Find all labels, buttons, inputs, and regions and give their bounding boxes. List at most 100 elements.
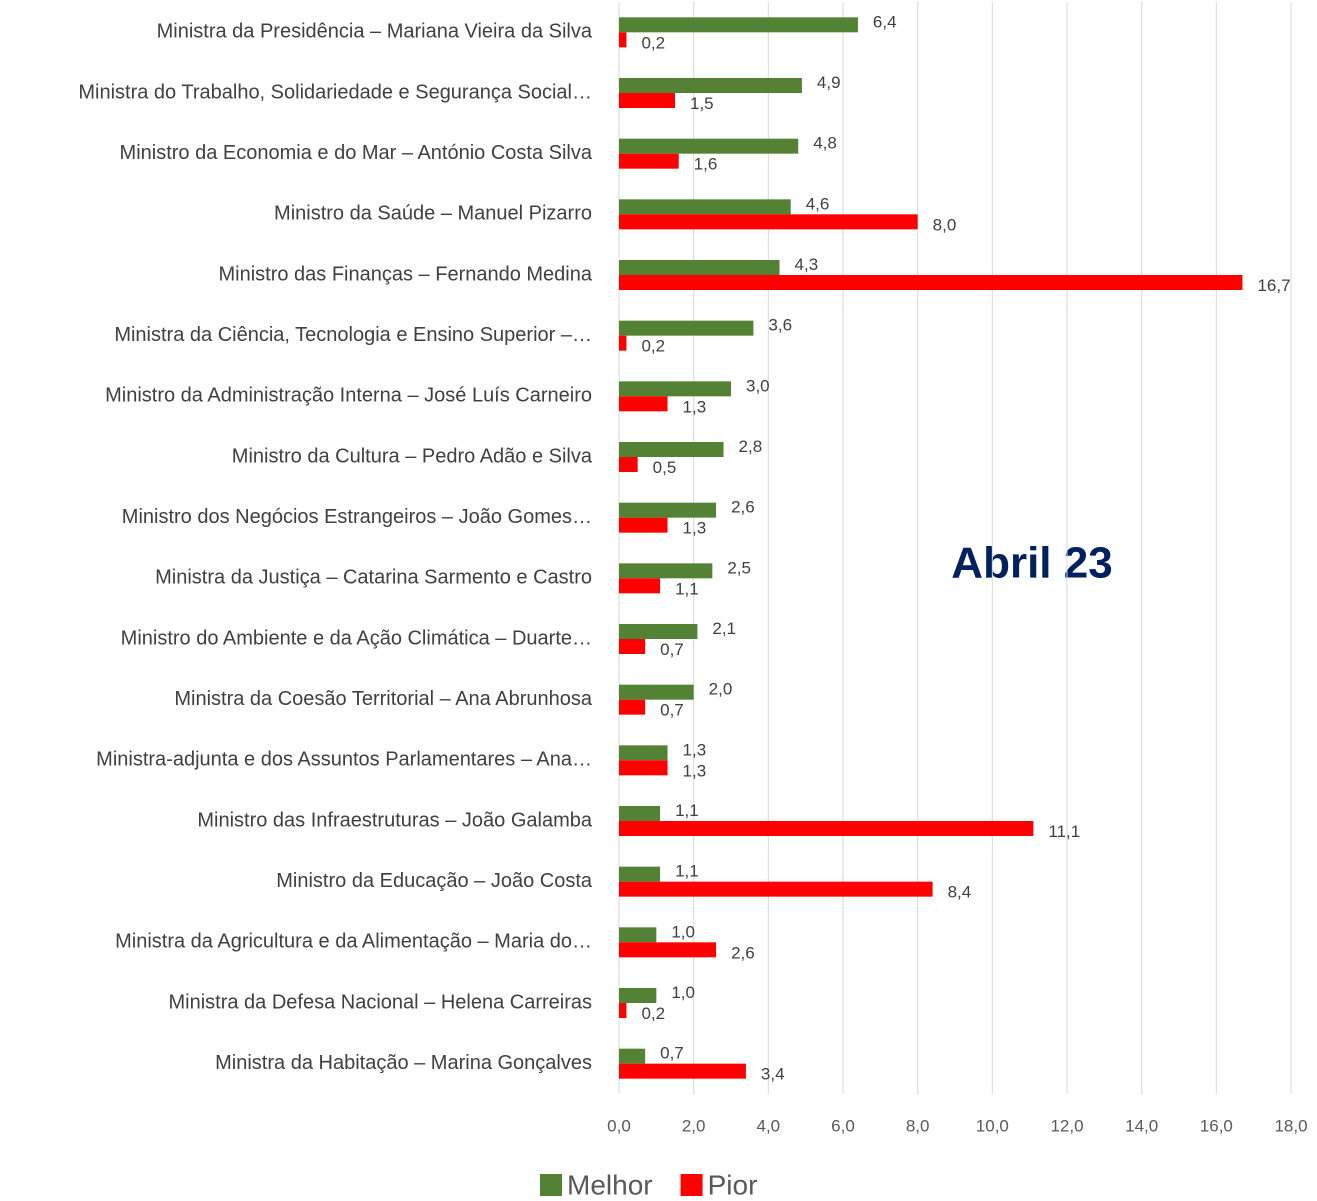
data-label: 1,6 xyxy=(694,155,718,174)
bar xyxy=(619,1063,746,1079)
bar xyxy=(619,199,791,215)
y-tick-label: Ministro da Economia e do Mar – António … xyxy=(120,142,593,164)
x-tick-label: 16,0 xyxy=(1200,1116,1233,1135)
bar xyxy=(619,1003,627,1018)
y-tick-label: Ministro das Finanças – Fernando Medina xyxy=(218,263,592,285)
data-label: 2,1 xyxy=(712,619,736,638)
y-tick-label: Ministro do Ambiente e da Ação Climática… xyxy=(121,627,592,649)
data-label: 1,0 xyxy=(671,983,695,1002)
data-label: 0,2 xyxy=(641,33,665,52)
y-tick-label: Ministra da Habitação – Marina Gonçalves xyxy=(215,1052,592,1074)
bar xyxy=(619,457,638,472)
x-tick-label: 8,0 xyxy=(906,1116,930,1135)
data-label: 1,1 xyxy=(675,801,699,820)
bar xyxy=(619,17,858,33)
bar xyxy=(619,138,799,154)
data-label: 2,5 xyxy=(727,558,751,577)
bar xyxy=(619,320,754,336)
x-tick-label: 18,0 xyxy=(1274,1116,1307,1135)
bar xyxy=(619,578,661,594)
bar xyxy=(619,699,646,715)
data-label: 3,0 xyxy=(746,376,770,395)
x-tick-label: 10,0 xyxy=(976,1116,1009,1135)
x-tick-label: 6,0 xyxy=(831,1116,855,1135)
data-label: 2,8 xyxy=(739,437,763,456)
y-tick-label: Ministra da Justiça – Catarina Sarmento … xyxy=(155,567,592,589)
bar xyxy=(619,381,731,397)
x-tick-label: 14,0 xyxy=(1125,1116,1158,1135)
y-tick-label: Ministro da Saúde – Manuel Pizarro xyxy=(274,203,592,225)
y-tick-label: Ministra-adjunta e dos Assuntos Parlamen… xyxy=(96,749,592,771)
data-label: 1,5 xyxy=(690,94,714,113)
bar xyxy=(619,396,668,412)
bar xyxy=(619,335,627,351)
legend-swatch xyxy=(680,1174,703,1196)
data-label: 0,2 xyxy=(641,1004,665,1023)
y-tick-label: Ministra da Presidência – Mariana Vieira… xyxy=(157,21,593,43)
x-tick-label: 2,0 xyxy=(682,1116,706,1135)
data-label: 1,3 xyxy=(683,761,707,780)
data-label: 0,5 xyxy=(653,458,677,477)
y-tick-label: Ministra da Agricultura e da Alimentação… xyxy=(115,931,592,953)
bar xyxy=(619,821,1034,836)
bar xyxy=(619,78,802,93)
data-label: 0,7 xyxy=(660,701,684,720)
bar xyxy=(619,881,933,897)
bar xyxy=(619,214,918,230)
y-tick-label: Ministra do Trabalho, Solidariedade e Se… xyxy=(78,81,592,103)
data-label: 1,3 xyxy=(683,740,707,759)
x-tick-label: 0,0 xyxy=(607,1116,631,1135)
data-label: 1,3 xyxy=(683,519,707,538)
bar xyxy=(619,806,661,821)
data-label: 2,6 xyxy=(731,498,755,517)
y-tick-label: Ministro dos Negócios Estrangeiros – Joã… xyxy=(122,506,592,528)
data-label: 0,7 xyxy=(660,640,684,659)
data-label: 8,4 xyxy=(948,883,972,902)
legend-swatch xyxy=(540,1174,562,1196)
bar xyxy=(619,866,661,882)
data-label: 4,6 xyxy=(806,194,830,213)
bar xyxy=(619,563,713,579)
data-label: 1,1 xyxy=(675,862,699,881)
x-tick-label: 12,0 xyxy=(1050,1116,1083,1135)
bar xyxy=(619,502,717,518)
bar xyxy=(619,442,724,457)
data-label: 0,2 xyxy=(641,337,665,356)
bar xyxy=(619,275,1243,290)
bar xyxy=(619,1048,646,1064)
data-label: 4,8 xyxy=(813,134,837,153)
bar xyxy=(619,517,668,533)
bar xyxy=(619,988,657,1003)
bar xyxy=(619,745,668,761)
data-label: 1,1 xyxy=(675,579,699,598)
bar xyxy=(619,684,694,700)
data-label: 3,6 xyxy=(768,316,792,335)
bar xyxy=(619,639,646,654)
y-tick-label: Ministra da Defesa Nacional – Helena Car… xyxy=(168,991,592,1013)
data-label: 8,0 xyxy=(933,215,957,234)
bar xyxy=(619,260,780,275)
data-label: 3,4 xyxy=(761,1065,785,1084)
x-tick-label: 4,0 xyxy=(757,1116,781,1135)
annotation: Abril 23 xyxy=(951,539,1112,588)
y-tick-label: Ministra da Coesão Territorial – Ana Abr… xyxy=(174,688,593,710)
bar xyxy=(619,93,675,108)
y-tick-label: Ministro da Cultura – Pedro Adão e Silva xyxy=(232,445,593,467)
data-label: 2,0 xyxy=(709,680,733,699)
legend-label: Melhor xyxy=(567,1169,653,1200)
bar xyxy=(619,942,717,958)
data-label: 1,3 xyxy=(683,397,707,416)
data-label: 2,6 xyxy=(731,943,755,962)
data-label: 16,7 xyxy=(1257,276,1290,295)
data-label: 4,9 xyxy=(817,73,841,92)
data-label: 11,1 xyxy=(1048,822,1080,841)
bar xyxy=(619,624,698,639)
bar xyxy=(619,153,679,169)
y-tick-label: Ministro da Administração Interna – José… xyxy=(105,385,592,407)
y-tick-label: Ministro da Educação – João Costa xyxy=(276,870,593,892)
data-label: 0,7 xyxy=(660,1044,684,1063)
bar xyxy=(619,32,627,48)
data-label: 4,3 xyxy=(795,255,819,274)
data-label: 6,4 xyxy=(873,12,897,31)
